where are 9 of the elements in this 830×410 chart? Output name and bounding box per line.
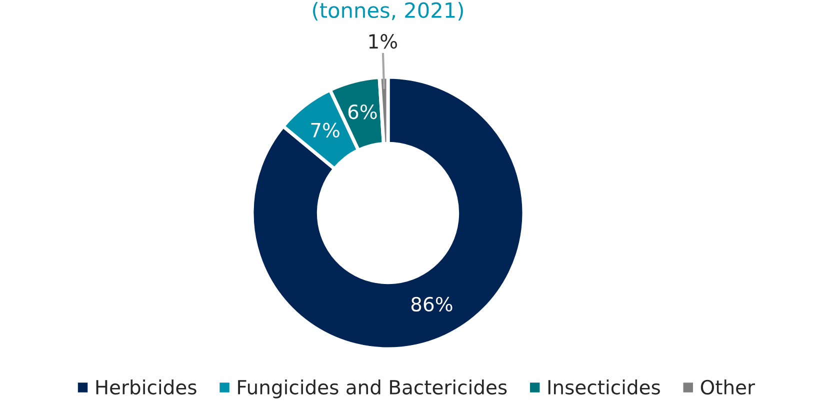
data-label: 7% — [311, 122, 340, 138]
legend-label: Fungicides and Bactericides — [238, 380, 507, 398]
legend-label: Other — [700, 380, 756, 395]
data-label: 1% — [369, 34, 398, 49]
legend-label: Herbicides — [96, 380, 196, 395]
chart-title: (tonnes, 2021) — [313, 2, 463, 20]
data-label: 86% — [411, 296, 452, 312]
legend-label: Insecticides — [548, 380, 660, 395]
data-label: 6% — [348, 104, 377, 120]
